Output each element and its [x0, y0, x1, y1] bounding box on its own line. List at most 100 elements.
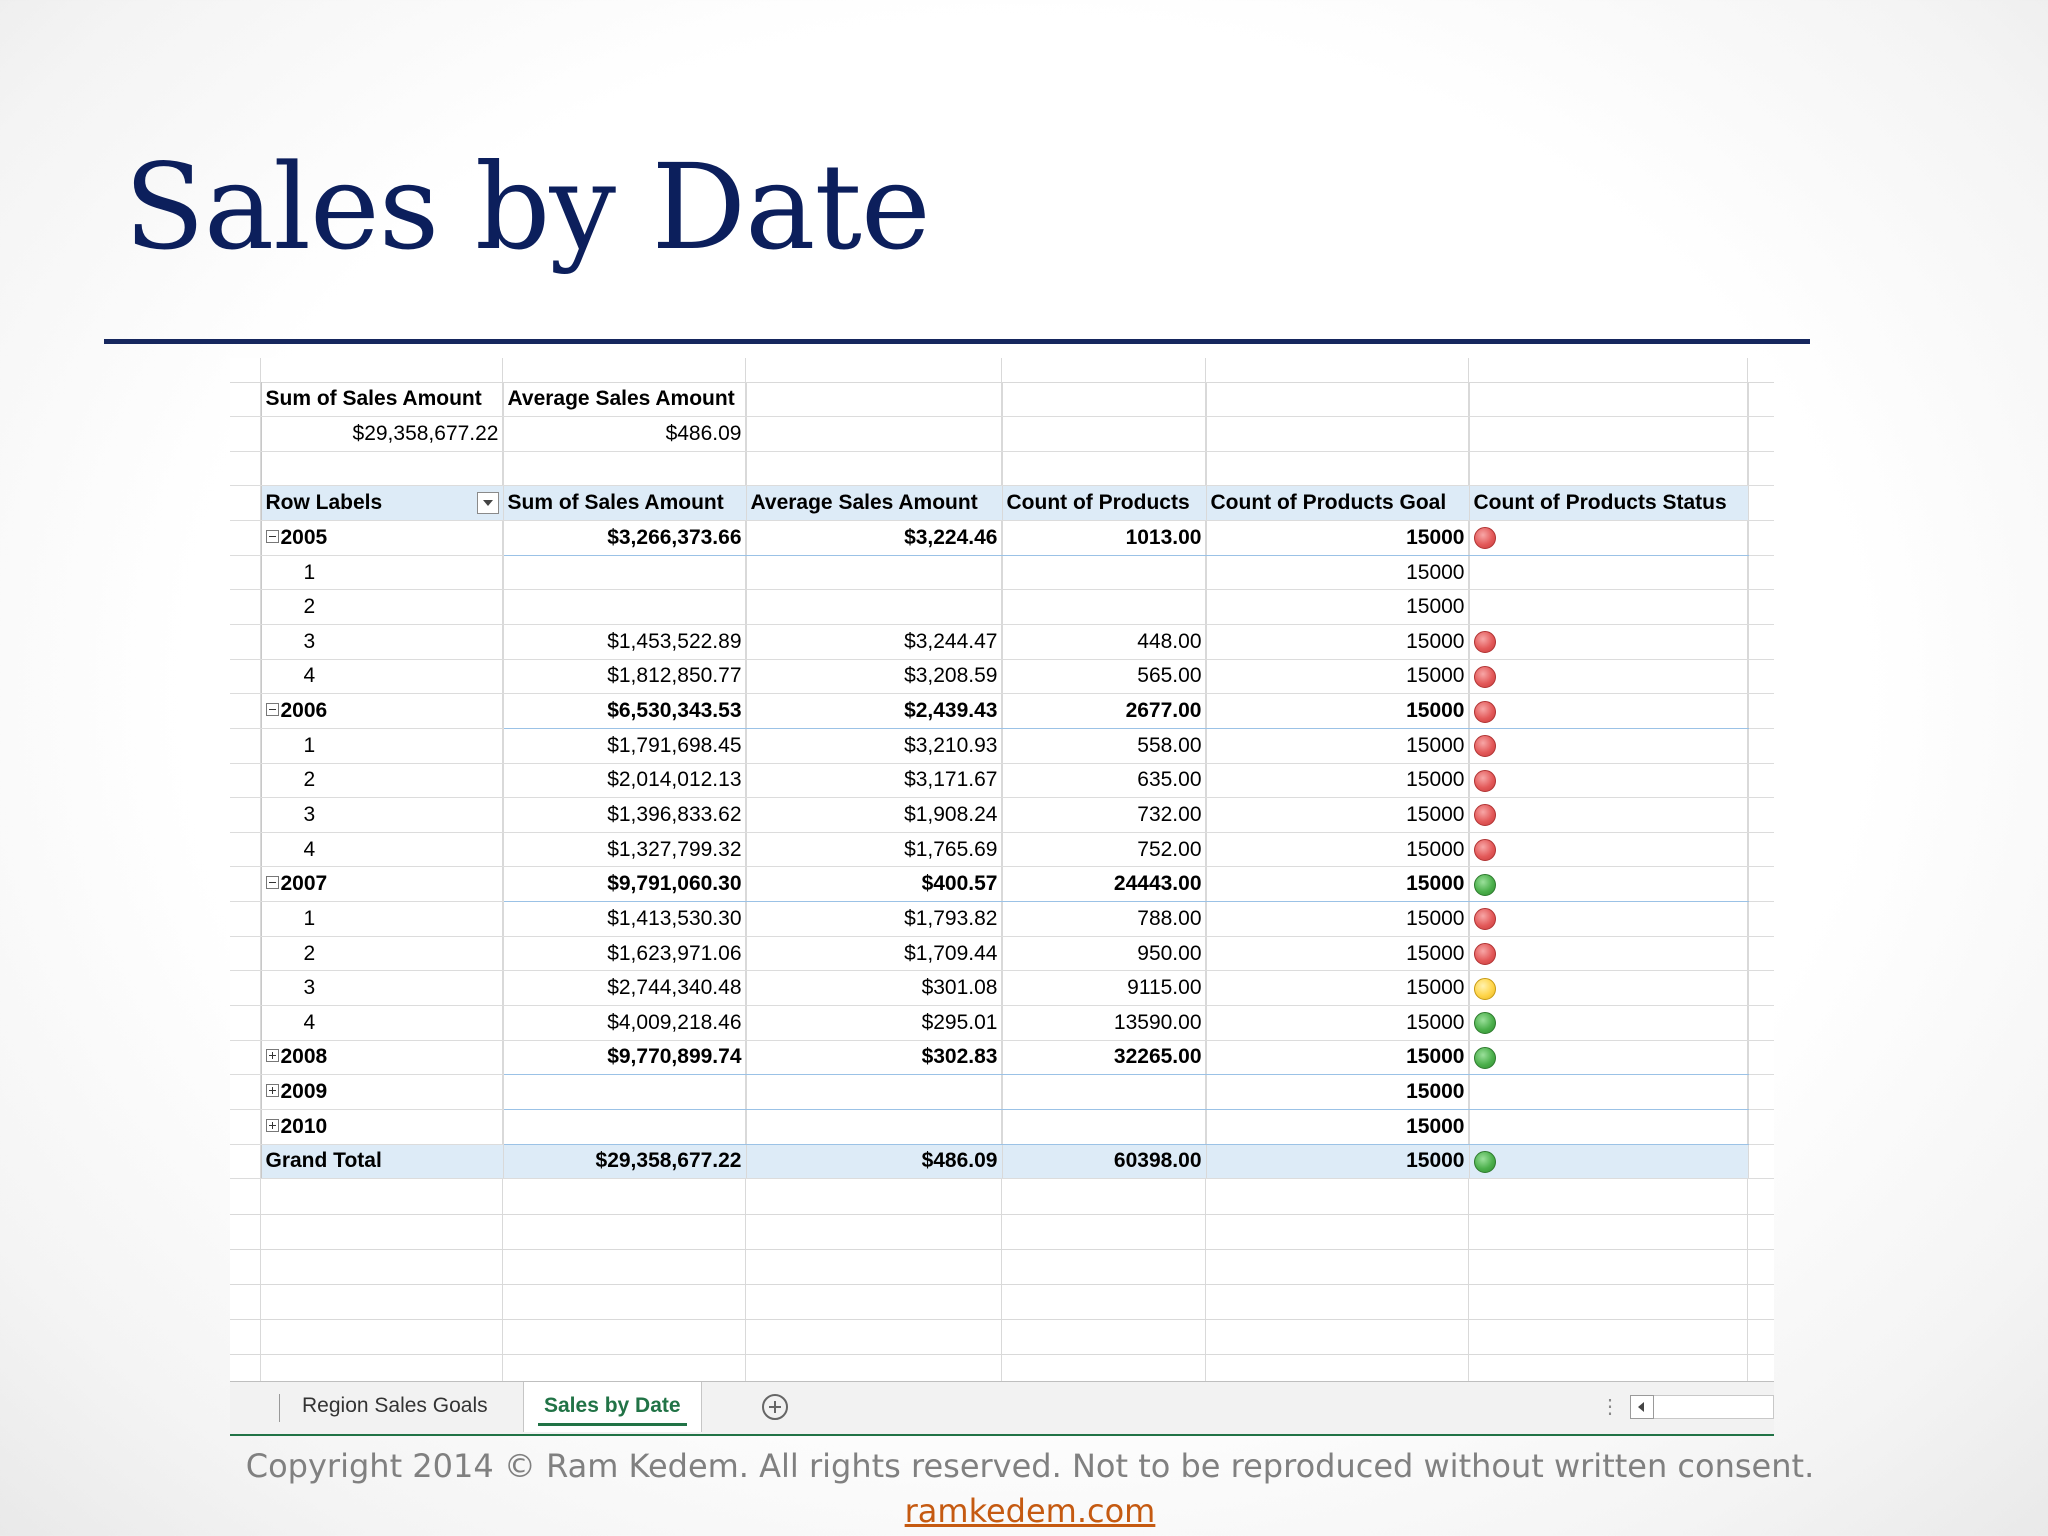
avg-sales-cell[interactable]: $1,908.24 — [746, 797, 1003, 833]
status-cell[interactable] — [1469, 1143, 1749, 1180]
status-cell[interactable] — [1469, 1074, 1749, 1110]
goal-cell[interactable]: 15000 — [1206, 832, 1470, 868]
empty-cell[interactable] — [1748, 624, 1774, 660]
status-cell[interactable] — [1469, 1005, 1749, 1041]
goal-cell[interactable]: 15000 — [1206, 1143, 1470, 1180]
goal-cell[interactable]: 15000 — [1206, 1074, 1470, 1110]
row-label-cell[interactable]: 4 — [261, 1005, 504, 1041]
status-cell[interactable] — [1469, 624, 1749, 660]
avg-sales-cell[interactable] — [746, 589, 1003, 625]
expand-plus-icon[interactable] — [265, 1084, 279, 1098]
empty-cell[interactable] — [1748, 1074, 1774, 1110]
expand-plus-icon[interactable] — [265, 1118, 279, 1132]
sum-sales-cell[interactable] — [503, 555, 747, 591]
sum-sales-cell[interactable]: $9,770,899.74 — [503, 1040, 747, 1076]
pivot-header-sum[interactable]: Sum of Sales Amount — [503, 485, 747, 522]
pivot-header-row-labels[interactable]: Row Labels — [261, 485, 504, 522]
count-products-cell[interactable]: 24443.00 — [1002, 866, 1207, 903]
empty-cell[interactable] — [1748, 797, 1774, 833]
filter-dropdown-icon[interactable] — [476, 492, 499, 515]
pivot-header-status[interactable]: Count of Products Status — [1469, 485, 1749, 522]
row-label-cell[interactable]: 1 — [261, 555, 504, 591]
collapse-minus-icon[interactable] — [265, 529, 279, 543]
avg-sales-cell[interactable] — [746, 1074, 1003, 1110]
empty-cell[interactable] — [1748, 1109, 1774, 1145]
website-link[interactable]: ramkedem.com — [904, 1492, 1156, 1530]
status-cell[interactable] — [1469, 797, 1749, 833]
empty-cell[interactable] — [1748, 763, 1774, 799]
horizontal-scrollbar[interactable] — [1654, 1395, 1774, 1419]
goal-cell[interactable]: 15000 — [1206, 936, 1470, 972]
goal-cell[interactable]: 15000 — [1206, 1005, 1470, 1041]
avg-sales-cell[interactable]: $3,171.67 — [746, 763, 1003, 799]
empty-cell[interactable] — [1748, 901, 1774, 937]
summary-value-avg[interactable]: $486.09 — [503, 416, 747, 452]
count-products-cell[interactable]: 635.00 — [1002, 763, 1207, 799]
sum-sales-cell[interactable]: $29,358,677.22 — [503, 1143, 747, 1180]
goal-cell[interactable]: 15000 — [1206, 901, 1470, 937]
sum-sales-cell[interactable]: $1,791,698.45 — [503, 728, 747, 764]
status-cell[interactable] — [1469, 520, 1749, 556]
status-cell[interactable] — [1469, 1040, 1749, 1076]
status-cell[interactable] — [1469, 832, 1749, 868]
more-options-icon[interactable]: ⋮ — [1600, 1396, 1620, 1418]
count-products-cell[interactable]: 950.00 — [1002, 936, 1207, 972]
row-label-cell[interactable]: 2 — [261, 936, 504, 972]
sum-sales-cell[interactable]: $1,623,971.06 — [503, 936, 747, 972]
row-label-cell[interactable]: 1 — [261, 901, 504, 937]
goal-cell[interactable]: 15000 — [1206, 659, 1470, 695]
count-products-cell[interactable]: 9115.00 — [1002, 970, 1207, 1007]
avg-sales-cell[interactable]: $1,709.44 — [746, 936, 1003, 972]
row-label-cell[interactable]: Grand Total — [261, 1143, 504, 1180]
goal-cell[interactable]: 15000 — [1206, 555, 1470, 591]
row-label-cell[interactable]: 2005 — [261, 520, 504, 556]
count-products-cell[interactable] — [1002, 555, 1207, 591]
empty-cell[interactable] — [1748, 1040, 1774, 1076]
goal-cell[interactable]: 15000 — [1206, 763, 1470, 799]
empty-cell[interactable] — [1748, 866, 1774, 903]
sum-sales-cell[interactable]: $6,530,343.53 — [503, 693, 747, 729]
sum-sales-cell[interactable] — [503, 589, 747, 625]
goal-cell[interactable]: 15000 — [1206, 520, 1470, 556]
goal-cell[interactable]: 15000 — [1206, 866, 1470, 903]
sum-sales-cell[interactable]: $1,327,799.32 — [503, 832, 747, 868]
row-label-cell[interactable]: 3 — [261, 624, 504, 660]
count-products-cell[interactable]: 788.00 — [1002, 901, 1207, 937]
pivot-header-count[interactable]: Count of Products — [1002, 485, 1207, 522]
avg-sales-cell[interactable]: $1,793.82 — [746, 901, 1003, 937]
count-products-cell[interactable] — [1002, 1109, 1207, 1145]
count-products-cell[interactable]: 32265.00 — [1002, 1040, 1207, 1076]
status-cell[interactable] — [1469, 659, 1749, 695]
count-products-cell[interactable]: 752.00 — [1002, 832, 1207, 868]
count-products-cell[interactable] — [1002, 589, 1207, 625]
avg-sales-cell[interactable]: $1,765.69 — [746, 832, 1003, 868]
summary-header-sum[interactable]: Sum of Sales Amount — [261, 382, 504, 418]
row-label-cell[interactable]: 1 — [261, 728, 504, 764]
avg-sales-cell[interactable] — [746, 1109, 1003, 1145]
goal-cell[interactable]: 15000 — [1206, 1040, 1470, 1076]
status-cell[interactable] — [1469, 901, 1749, 937]
scroll-left-arrow-icon[interactable] — [1630, 1395, 1654, 1419]
empty-cell[interactable] — [1748, 520, 1774, 556]
sum-sales-cell[interactable]: $1,812,850.77 — [503, 659, 747, 695]
empty-cell[interactable] — [1748, 728, 1774, 764]
goal-cell[interactable]: 15000 — [1206, 728, 1470, 764]
collapse-minus-icon[interactable] — [265, 876, 279, 890]
row-label-cell[interactable]: 2 — [261, 589, 504, 625]
empty-cell[interactable] — [1748, 693, 1774, 729]
count-products-cell[interactable] — [1002, 1074, 1207, 1110]
status-cell[interactable] — [1469, 728, 1749, 764]
row-label-cell[interactable]: 2006 — [261, 693, 504, 729]
row-label-cell[interactable]: 2008 — [261, 1040, 504, 1076]
goal-cell[interactable]: 15000 — [1206, 1109, 1470, 1145]
avg-sales-cell[interactable]: $400.57 — [746, 866, 1003, 903]
count-products-cell[interactable]: 558.00 — [1002, 728, 1207, 764]
empty-cell[interactable] — [1748, 832, 1774, 868]
sheet-tab-region-sales-goals[interactable]: Region Sales Goals — [302, 1394, 488, 1417]
expand-plus-icon[interactable] — [265, 1049, 279, 1063]
row-label-cell[interactable]: 2010 — [261, 1109, 504, 1145]
row-label-cell[interactable]: 2 — [261, 763, 504, 799]
count-products-cell[interactable]: 732.00 — [1002, 797, 1207, 833]
avg-sales-cell[interactable]: $3,208.59 — [746, 659, 1003, 695]
count-products-cell[interactable]: 448.00 — [1002, 624, 1207, 660]
